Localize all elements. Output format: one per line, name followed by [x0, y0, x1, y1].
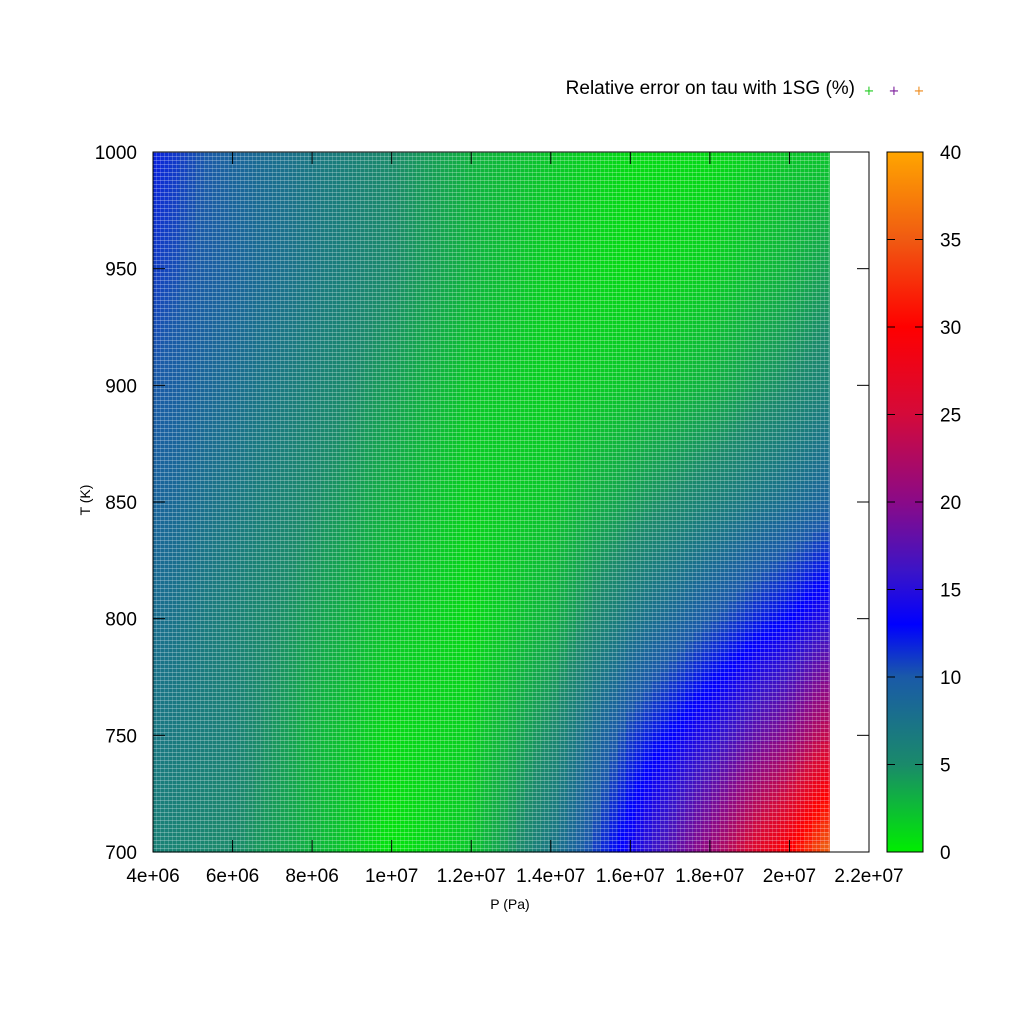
- legend-markers: + + +: [864, 84, 925, 99]
- legend-marker: +: [889, 84, 900, 99]
- legend-marker: +: [914, 84, 925, 99]
- chart-title: Relative error on tau with 1SG (%): [566, 78, 855, 99]
- legend-marker: +: [864, 84, 875, 99]
